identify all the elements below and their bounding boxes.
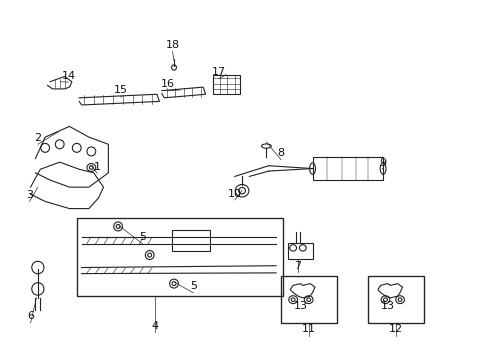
Text: 16: 16 [161, 79, 174, 89]
Text: 5: 5 [189, 282, 197, 292]
Text: 9: 9 [379, 158, 386, 168]
Text: 13: 13 [380, 301, 394, 311]
Bar [312, 157, 382, 180]
Bar [77, 217, 283, 296]
Text: 6: 6 [27, 311, 34, 321]
Bar [368, 276, 424, 323]
Text: 15: 15 [113, 85, 127, 95]
Text: 17: 17 [211, 67, 225, 77]
Text: 13: 13 [293, 301, 307, 311]
Bar [287, 243, 312, 258]
Text: 10: 10 [227, 189, 241, 199]
Text: 18: 18 [165, 40, 179, 50]
Bar [281, 276, 336, 323]
Text: 4: 4 [151, 321, 158, 331]
Text: 1: 1 [94, 162, 101, 172]
Bar [212, 75, 239, 94]
Text: 14: 14 [61, 71, 75, 81]
Text: 11: 11 [302, 324, 316, 334]
Text: 5: 5 [139, 232, 145, 242]
Text: 3: 3 [26, 190, 33, 200]
Text: 7: 7 [294, 261, 301, 271]
Text: 2: 2 [34, 133, 41, 143]
Bar [171, 230, 210, 251]
Text: 8: 8 [277, 148, 284, 158]
Text: 12: 12 [388, 324, 403, 334]
